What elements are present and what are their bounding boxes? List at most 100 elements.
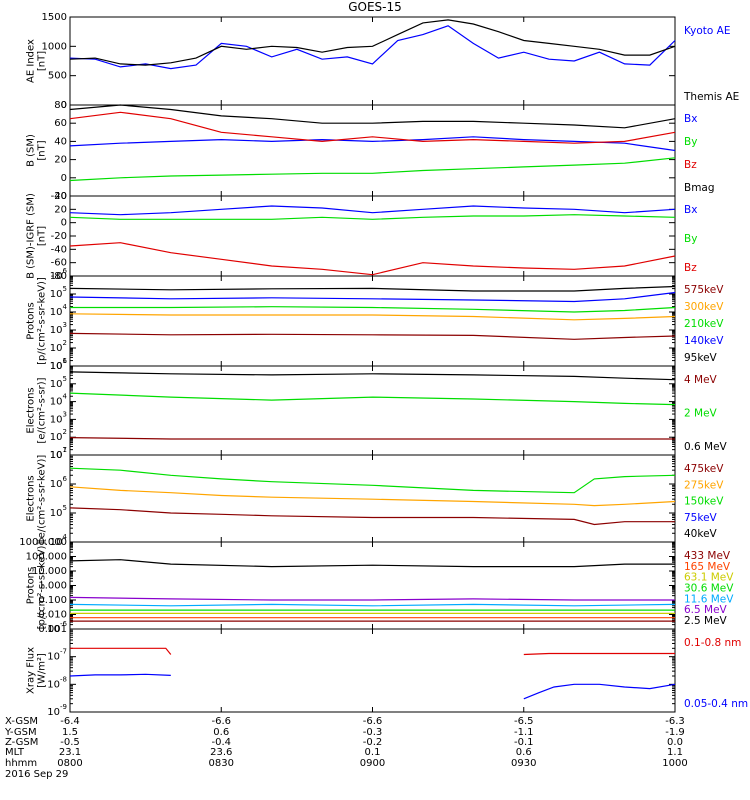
- x-axis-row-value: 23.1: [59, 747, 81, 758]
- y-axis-label: Electrons [e/(cm²-s-sr)]: [26, 377, 48, 443]
- y-tick-label: -20: [51, 231, 67, 242]
- y-axis-label-line: Protons: [26, 302, 37, 339]
- x-axis-row-value: 0800: [57, 758, 82, 769]
- y-axis-label-line: [nT]: [37, 226, 48, 246]
- x-axis-row-value: 0830: [209, 758, 234, 769]
- y-tick-label: 103: [50, 321, 67, 336]
- legend-entry: 433 MeV: [684, 550, 731, 562]
- series-line: [69, 19, 676, 66]
- y-axis-label: B (SM) [nT]: [26, 134, 48, 167]
- x-axis-row-value: -0.1: [514, 737, 534, 748]
- y-tick-label: 102: [50, 339, 67, 354]
- legend-entry: 275keV: [684, 479, 724, 491]
- series-line: [69, 25, 676, 70]
- y-tick-label: 107: [50, 446, 67, 461]
- y-axis-label-line: Electrons: [26, 475, 37, 521]
- y-axis-label: AE Index [nT]: [26, 39, 48, 83]
- series-line: [69, 214, 676, 220]
- y-axis-label: Xray Flux [W/m²]: [26, 647, 48, 694]
- series-line: [523, 683, 676, 700]
- legend-entry: Bz: [684, 159, 697, 171]
- legend-entry: 300keV: [684, 301, 724, 313]
- series-line: [69, 507, 675, 526]
- x-axis-row-value: -0.3: [363, 727, 383, 738]
- panel-frame: [69, 628, 676, 713]
- legend-entry: 575keV: [684, 284, 724, 296]
- x-axis-row-label: hhmm: [5, 758, 37, 769]
- y-tick-label: 0.010: [38, 610, 67, 621]
- x-axis-row-value: -6.6: [211, 716, 231, 727]
- series-line: [69, 371, 676, 381]
- x-axis-row-value: -0.2: [363, 737, 383, 748]
- legend-entry: 165 MeV: [684, 561, 731, 573]
- y-tick-label: 60: [54, 118, 67, 129]
- y-axis-label: Electrons [e/(cm²-s-sr-keV)]: [26, 455, 48, 543]
- legend-entry: 6.5 MeV: [684, 604, 728, 616]
- panel-1: 0 500 1000 1500 AE Index [nT] Kyoto AE Themis A…: [26, 12, 740, 111]
- series-line: [69, 596, 675, 601]
- panel-frame: [69, 454, 676, 543]
- x-axis-row-value: -6.4: [60, 716, 80, 727]
- legend-entry: 2.5 MeV: [684, 615, 728, 627]
- legend-entry: 210keV: [684, 318, 724, 330]
- y-axis-label-line: Electrons: [26, 387, 37, 433]
- x-axis-row-label: Y-GSM: [4, 727, 37, 738]
- series-line: [70, 647, 172, 655]
- y-tick-label: 1.000: [38, 581, 67, 592]
- series-line: [69, 437, 675, 440]
- legend-entry: 0.05-0.4 nm: [684, 698, 748, 710]
- y-tick-label: 0.001: [38, 624, 67, 635]
- x-axis-row-label: X-GSM: [5, 716, 38, 727]
- x-axis-row-value: 0.1: [365, 747, 381, 758]
- y-tick-label: 104: [50, 393, 68, 408]
- y-tick-label: 101: [50, 446, 67, 461]
- x-axis-row-value: -0.5: [60, 737, 80, 748]
- panel-3: -80 -60 -40 -20 0 20 40 B (SM)-IGRF (SM) [nT] Bx B…: [26, 191, 698, 282]
- series-line: [69, 392, 676, 406]
- y-tick-label: -20: [51, 191, 67, 202]
- y-tick-label: 10-7: [47, 648, 67, 663]
- series-line: [523, 652, 675, 656]
- x-axis-row-value: -6.6: [363, 716, 383, 727]
- x-axis-row-label: Z-GSM: [5, 737, 38, 748]
- legend-entry: 4 MeV: [684, 374, 718, 386]
- series-line: [69, 111, 676, 144]
- series-line: [69, 486, 676, 507]
- legend-entry: Themis AE: [683, 91, 739, 103]
- legend-entry: 2 MeV: [684, 408, 718, 420]
- x-axis-row-value: -6.3: [665, 716, 685, 727]
- y-tick-label: 105: [50, 285, 67, 300]
- legend-entry: 0.6 MeV: [684, 441, 728, 453]
- x-axis-row-value: 1.5: [62, 727, 78, 738]
- x-axis-row-value: -1.9: [665, 727, 685, 738]
- series-line: [69, 332, 676, 340]
- panel-frame: [69, 195, 676, 277]
- series-line: [69, 291, 676, 303]
- legend-entry: 150keV: [684, 496, 724, 508]
- series-line: [69, 205, 676, 216]
- y-tick-label: 100.000: [26, 552, 67, 563]
- series-line: [69, 313, 676, 321]
- y-tick-label: 1500: [42, 12, 67, 23]
- y-tick-label: 106: [50, 357, 68, 372]
- y-tick-label: -40: [51, 244, 67, 255]
- panel-frame: [69, 541, 676, 630]
- y-axis-label-line: [W/m²]: [37, 653, 48, 688]
- legend-entry: Bmag: [684, 182, 715, 194]
- y-tick-label: 40: [54, 191, 67, 202]
- y-tick-label: 10.000: [32, 566, 67, 577]
- y-axis-label: B (SM)-IGRF (SM) [nT]: [26, 193, 48, 279]
- y-axis-label-line: [e/(cm²-s-sr-keV)]: [37, 455, 48, 543]
- y-tick-label: 20: [54, 155, 67, 166]
- legend-entry: 30.6 MeV: [684, 583, 734, 595]
- y-tick-label: 20: [54, 204, 67, 215]
- y-tick-label: 10-9: [47, 703, 67, 718]
- y-tick-label: 1000: [42, 41, 67, 52]
- legend-entry: By: [684, 136, 697, 148]
- y-tick-label: 0.100: [38, 595, 67, 606]
- legend-entry: 140keV: [684, 335, 724, 347]
- x-axis-row-value: -6.5: [514, 716, 534, 727]
- series-line: [69, 242, 676, 276]
